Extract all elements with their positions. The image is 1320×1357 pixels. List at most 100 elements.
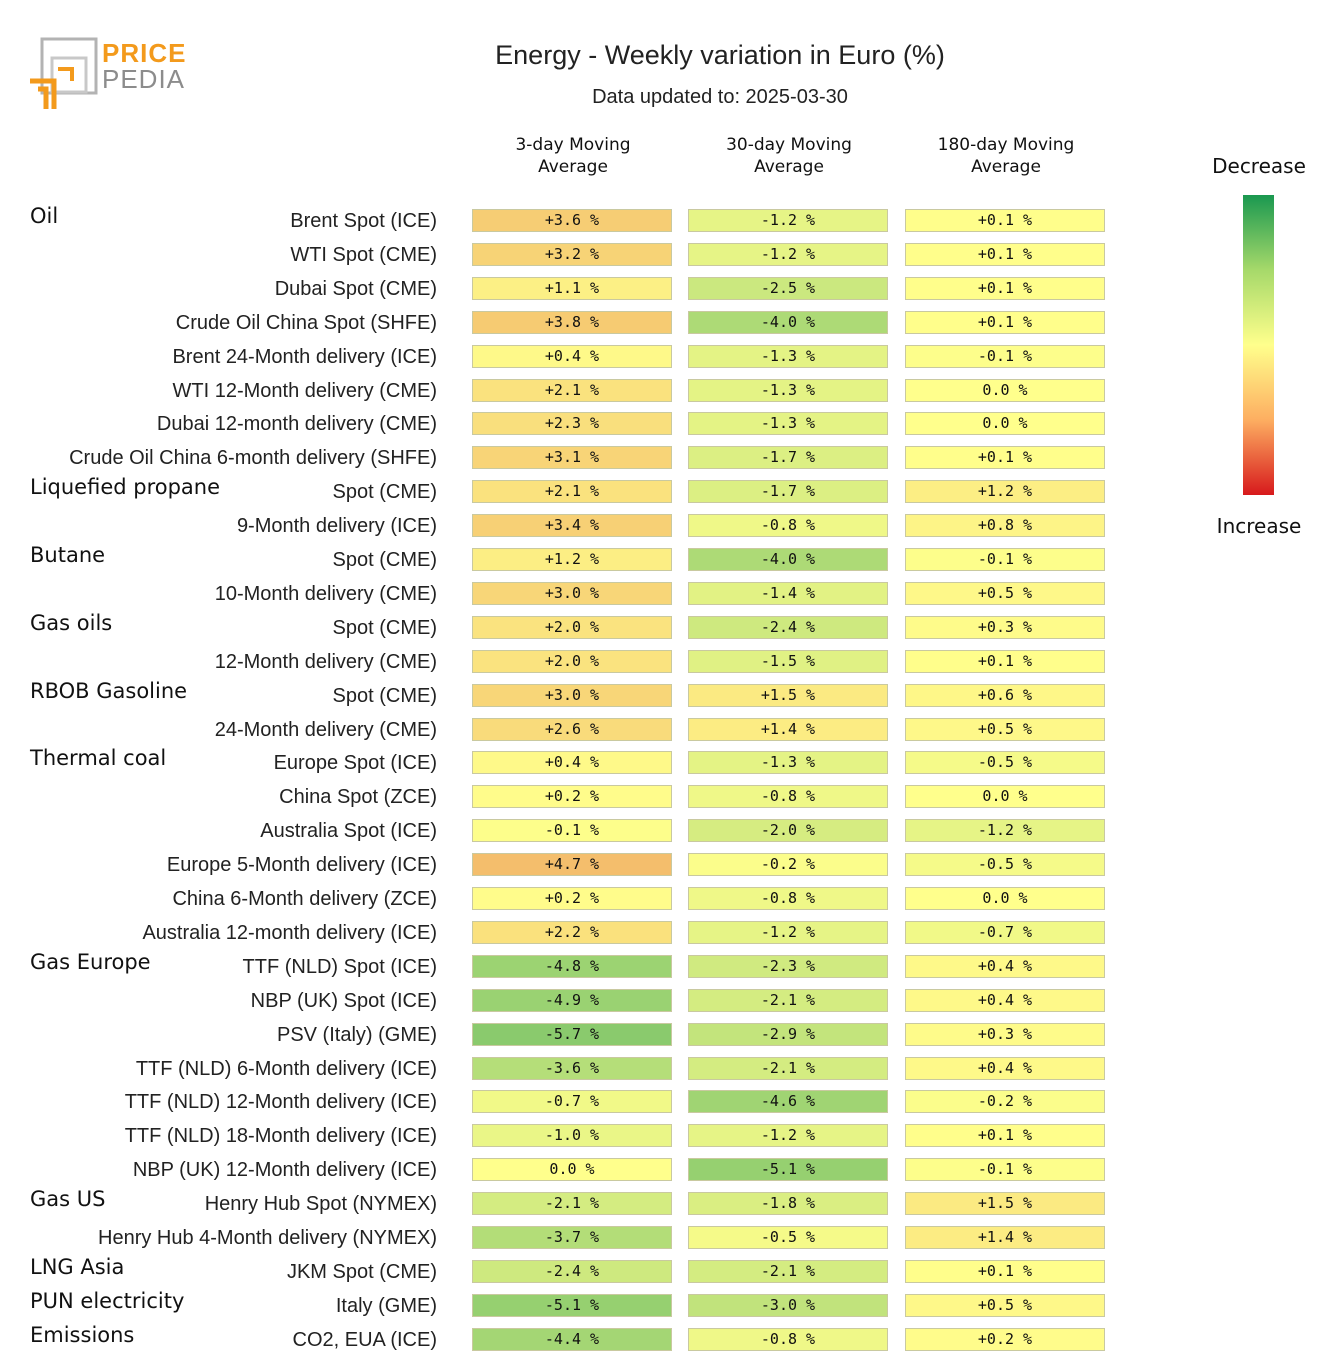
value-cell: +2.3 % bbox=[472, 412, 672, 436]
legend-decrease-label: Decrease bbox=[1212, 154, 1306, 178]
value-cell: +3.1 % bbox=[472, 446, 672, 470]
row-label: TTF (NLD) Spot (ICE) bbox=[242, 955, 437, 978]
value-cell: -2.1 % bbox=[688, 1056, 888, 1080]
value-cell: +2.1 % bbox=[472, 378, 672, 402]
value-cell: +0.1 % bbox=[905, 446, 1105, 470]
row-label: Europe Spot (ICE) bbox=[273, 752, 437, 775]
value-cell: -2.1 % bbox=[472, 1192, 672, 1216]
value-cell: -0.7 % bbox=[472, 1090, 672, 1114]
value-cell: 0.0 % bbox=[905, 378, 1105, 402]
value-cell: +1.4 % bbox=[688, 717, 888, 741]
value-cell: +1.2 % bbox=[472, 548, 672, 571]
value-cell: +2.1 % bbox=[472, 480, 672, 504]
value-cell: +0.4 % bbox=[905, 988, 1105, 1012]
chart-subtitle: Data updated to: 2025-03-30 bbox=[592, 86, 848, 108]
row-label: Australia 12-month delivery (ICE) bbox=[142, 921, 437, 944]
logo-text-price: PRICE bbox=[102, 38, 187, 68]
value-cell: -1.3 % bbox=[688, 378, 888, 402]
value-cell: +0.1 % bbox=[905, 649, 1105, 673]
value-cell: -2.3 % bbox=[688, 954, 888, 978]
value-cell: -2.9 % bbox=[688, 1022, 888, 1046]
value-cell: -0.5 % bbox=[905, 751, 1105, 775]
value-cell: +0.1 % bbox=[905, 1259, 1105, 1283]
value-cell: +0.6 % bbox=[905, 683, 1105, 707]
value-cell: -0.5 % bbox=[688, 1226, 888, 1249]
value-cell: -3.6 % bbox=[472, 1056, 672, 1080]
value-cell: +3.8 % bbox=[472, 310, 672, 334]
value-cell: +3.0 % bbox=[472, 581, 672, 605]
value-cell: 0.0 % bbox=[905, 887, 1105, 910]
row-label: Spot (CME) bbox=[332, 549, 437, 571]
group-label: Oil bbox=[30, 204, 59, 228]
value-cell: -2.0 % bbox=[688, 819, 888, 843]
value-cell: -0.1 % bbox=[905, 344, 1105, 368]
value-cell: -5.1 % bbox=[472, 1293, 672, 1317]
row-label: TTF (NLD) 6-Month delivery (ICE) bbox=[135, 1057, 437, 1080]
value-cell: +0.4 % bbox=[472, 751, 672, 775]
value-cell: +2.6 % bbox=[472, 717, 672, 741]
value-cell: +3.4 % bbox=[472, 514, 672, 538]
row-label: NBP (UK) Spot (ICE) bbox=[250, 989, 437, 1012]
value-cell: -1.5 % bbox=[688, 649, 888, 673]
row-label: WTI 12-Month delivery (CME) bbox=[172, 379, 438, 402]
row-label: Dubai Spot (CME) bbox=[274, 277, 437, 300]
value-cell: -1.2 % bbox=[688, 1124, 888, 1148]
value-cell: +0.1 % bbox=[905, 209, 1105, 232]
row-label: Italy (GME) bbox=[335, 1294, 437, 1317]
value-cell: -4.8 % bbox=[472, 954, 672, 978]
value-cell: +0.8 % bbox=[905, 514, 1105, 538]
value-cell: +0.1 % bbox=[905, 242, 1105, 266]
group-label: PUN electricity bbox=[30, 1288, 185, 1313]
group-label: Gas US bbox=[30, 1187, 106, 1212]
value-cell: +1.1 % bbox=[472, 276, 672, 300]
value-cell: +0.4 % bbox=[905, 954, 1105, 978]
value-cell: -4.9 % bbox=[472, 988, 672, 1012]
value-cell: -1.3 % bbox=[688, 751, 888, 775]
value-cell: +0.5 % bbox=[905, 717, 1105, 741]
row-label: Brent Spot (ICE) bbox=[290, 210, 437, 232]
group-label: RBOB Gasoline bbox=[30, 678, 188, 703]
value-cell: +1.5 % bbox=[905, 1192, 1105, 1216]
value-cell: -0.2 % bbox=[688, 853, 888, 877]
value-cell: +2.0 % bbox=[472, 649, 672, 673]
value-cell: +0.5 % bbox=[905, 1293, 1105, 1317]
row-label: Europe 5-Month delivery (ICE) bbox=[166, 854, 437, 877]
row-label: CO2, EUA (ICE) bbox=[292, 1328, 437, 1351]
value-cell: +0.5 % bbox=[905, 581, 1105, 605]
row-label: WTI Spot (CME) bbox=[290, 243, 437, 266]
value-cell: +0.1 % bbox=[905, 276, 1105, 300]
value-cell: -0.1 % bbox=[905, 548, 1105, 571]
column-header: 30-day Moving Average bbox=[688, 134, 890, 178]
value-cell: -3.7 % bbox=[472, 1226, 672, 1249]
value-cell: -2.1 % bbox=[688, 988, 888, 1012]
logo-text-pedia: PEDIA bbox=[102, 64, 186, 94]
row-label: Henry Hub 4-Month delivery (NYMEX) bbox=[98, 1227, 437, 1249]
value-cell: +0.2 % bbox=[472, 887, 672, 910]
value-cell: +3.6 % bbox=[472, 209, 672, 232]
value-cell: +3.0 % bbox=[472, 683, 672, 707]
logo-mark-icon bbox=[30, 37, 98, 109]
value-cell: +2.0 % bbox=[472, 615, 672, 639]
row-label: 9-Month delivery (ICE) bbox=[236, 515, 437, 538]
row-label: Dubai 12-month delivery (CME) bbox=[156, 413, 437, 436]
value-cell: -2.5 % bbox=[688, 276, 888, 300]
value-cell: +0.1 % bbox=[905, 310, 1105, 334]
row-label: NBP (UK) 12-Month delivery (ICE) bbox=[132, 1159, 437, 1182]
value-cell: +0.4 % bbox=[905, 1056, 1105, 1080]
value-cell: 0.0 % bbox=[472, 1158, 672, 1182]
pricepedia-logo: PRICE PEDIA bbox=[28, 36, 188, 111]
row-label: JKM Spot (CME) bbox=[286, 1260, 437, 1283]
row-label: TTF (NLD) 18-Month delivery (ICE) bbox=[124, 1125, 437, 1148]
row-label: TTF (NLD) 12-Month delivery (ICE) bbox=[124, 1091, 437, 1114]
value-cell: -2.4 % bbox=[472, 1259, 672, 1283]
column-header: 180-day Moving Average bbox=[905, 134, 1107, 178]
row-label: 24-Month delivery (CME) bbox=[214, 718, 437, 741]
value-cell: -1.0 % bbox=[472, 1124, 672, 1148]
value-cell: -3.0 % bbox=[688, 1293, 888, 1317]
row-label: 10-Month delivery (CME) bbox=[214, 582, 437, 605]
value-cell: 0.0 % bbox=[905, 412, 1105, 436]
value-cell: -4.0 % bbox=[688, 310, 888, 334]
row-label: Spot (CME) bbox=[332, 481, 437, 504]
row-label: Crude Oil China Spot (SHFE) bbox=[175, 311, 437, 334]
value-cell: -4.6 % bbox=[688, 1090, 888, 1114]
